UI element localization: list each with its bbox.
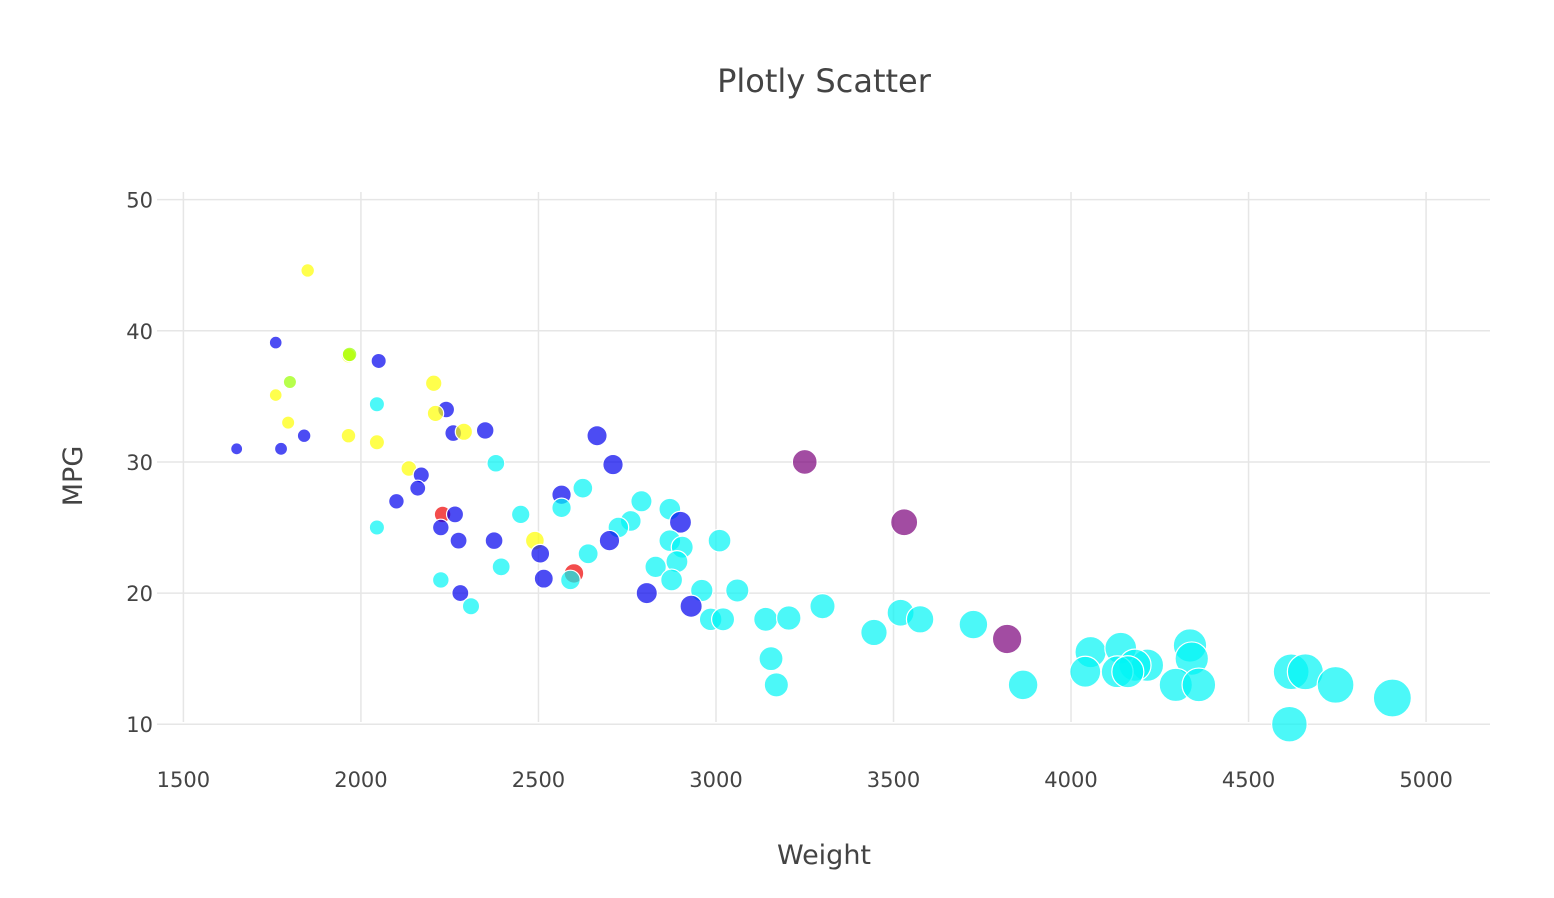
x-tick-label: 1500 [157, 768, 210, 792]
scatter-point[interactable] [890, 508, 919, 537]
scatter-point[interactable] [268, 388, 283, 403]
scatter-point[interactable] [635, 581, 658, 605]
scatter-point[interactable] [533, 568, 554, 589]
scatter-point[interactable] [431, 518, 450, 537]
scatter-point[interactable] [679, 594, 703, 618]
scatter-point[interactable] [905, 605, 935, 634]
scatter-point[interactable] [586, 425, 608, 447]
x-tick-label: 3500 [867, 768, 920, 792]
scatter-point[interactable] [1111, 655, 1145, 689]
x-tick-label: 2000 [334, 768, 387, 792]
scatter-point[interactable] [991, 623, 1023, 655]
scatter-point[interactable] [598, 529, 621, 552]
scatter-point[interactable] [551, 497, 572, 519]
y-tick-label: 20 [126, 582, 153, 606]
scatter-point[interactable] [809, 592, 836, 620]
scatter-point[interactable] [763, 672, 790, 698]
scatter-point[interactable] [572, 477, 594, 499]
x-tick-label: 2500 [512, 768, 565, 792]
scatter-point[interactable] [958, 609, 989, 640]
scatter-point[interactable] [230, 442, 244, 456]
y-tick-label: 30 [126, 451, 153, 475]
scatter-point[interactable] [1316, 665, 1355, 704]
scatter-point[interactable] [388, 492, 405, 510]
y-tick-label: 10 [126, 713, 153, 737]
scatter-point[interactable] [296, 428, 312, 444]
scatter-point[interactable] [725, 578, 750, 603]
scatter-point[interactable] [300, 263, 316, 278]
x-axis-title: Weight [777, 840, 871, 871]
scatter-point[interactable] [368, 519, 386, 536]
data-markers [230, 263, 1412, 743]
tick-labels: 1500 2000 2500 3000 3500 4000 4500 5000 10 20 30 40… [126, 189, 1453, 792]
scatter-point[interactable] [424, 374, 443, 393]
scatter-point[interactable] [491, 557, 511, 577]
scatter-point[interactable] [577, 543, 599, 565]
scatter-point[interactable] [451, 583, 470, 603]
scatter-point[interactable] [710, 607, 736, 632]
scatter-point[interactable] [431, 571, 450, 589]
scatter-point[interactable] [758, 646, 784, 672]
scatter-point[interactable] [370, 352, 387, 370]
scatter-point[interactable] [340, 427, 357, 444]
scatter-point[interactable] [560, 569, 581, 591]
scatter-point[interactable] [630, 490, 653, 513]
scatter-point[interactable] [409, 479, 427, 497]
scatter-point[interactable] [860, 618, 888, 647]
scatter-point[interactable] [426, 404, 445, 423]
scatter-point[interactable] [602, 453, 624, 476]
scatter-point[interactable] [454, 422, 474, 441]
scatter-point[interactable] [1181, 667, 1217, 703]
scatter-point[interactable] [368, 434, 386, 451]
scatter-point[interactable] [510, 504, 531, 525]
x-tick-label: 4000 [1044, 768, 1097, 792]
scatter-point[interactable] [660, 568, 684, 592]
scatter-point[interactable] [368, 396, 386, 413]
scatter-point[interactable] [668, 510, 693, 534]
x-tick-label: 3000 [689, 768, 742, 792]
scatter-point[interactable] [707, 528, 732, 553]
chart-title: Plotly Scatter [717, 62, 932, 100]
scatter-point[interactable] [775, 605, 802, 631]
scatter-point[interactable] [280, 415, 296, 430]
scatter-point[interactable] [341, 346, 358, 363]
scatter-point[interactable] [791, 448, 818, 475]
scatter-point[interactable] [445, 505, 465, 524]
scatter-point[interactable] [268, 335, 283, 350]
scatter-point[interactable] [1069, 655, 1102, 688]
scatter-point[interactable] [530, 543, 551, 564]
scatter-point[interactable] [644, 555, 667, 579]
scatter-point[interactable] [475, 421, 495, 440]
scatter-point[interactable] [486, 453, 506, 473]
scatter-point[interactable] [273, 441, 289, 456]
scatter-point[interactable] [1270, 705, 1308, 743]
x-tick-label: 5000 [1399, 768, 1452, 792]
scatter-point[interactable] [1007, 669, 1039, 701]
y-tick-label: 40 [126, 320, 153, 344]
grid-lines [157, 192, 1490, 725]
scatter-point[interactable] [461, 596, 481, 616]
y-axis-title: MPG [58, 446, 89, 507]
scatter-point[interactable] [282, 374, 298, 390]
scatter-point[interactable] [449, 531, 468, 550]
x-tick-label: 4500 [1222, 768, 1275, 792]
scatter-point[interactable] [753, 606, 779, 632]
y-tick-label: 50 [126, 189, 153, 213]
scatter-point[interactable] [1372, 678, 1412, 718]
scatter-point[interactable] [484, 531, 504, 551]
